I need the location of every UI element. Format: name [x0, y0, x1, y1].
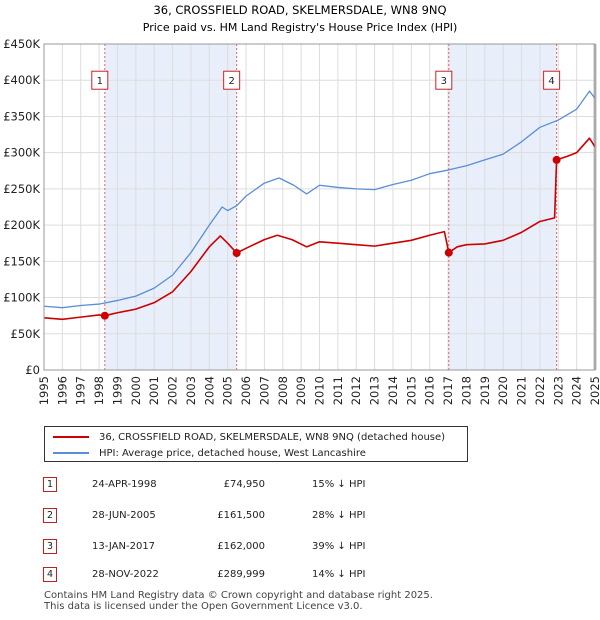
x-tick-label: 2008	[276, 376, 290, 405]
transaction-price: £74,950	[223, 479, 265, 490]
x-tick-label: 2002	[166, 376, 180, 405]
transaction-price: £161,500	[217, 510, 265, 521]
chart-subtitle: Price paid vs. HM Land Registry's House …	[143, 21, 458, 34]
x-tick-label: 2022	[533, 376, 547, 405]
x-tick-label: 2016	[423, 376, 437, 405]
transaction-label: 3	[441, 76, 447, 87]
x-tick-label: 2014	[386, 376, 400, 405]
y-tick-label: £350K	[3, 109, 40, 123]
x-tick-label: 1995	[37, 376, 51, 405]
y-tick-label: £100K	[3, 291, 40, 305]
transaction-price: £289,999	[217, 569, 265, 580]
x-tick-label: 2018	[459, 376, 473, 405]
transaction-number: 2	[43, 508, 57, 523]
legend-item-property: 36, CROSSFIELD ROAD, SKELMERSDALE, WN8 9…	[45, 429, 445, 445]
transaction-label-box	[223, 70, 241, 90]
x-tick-label: 2012	[349, 376, 363, 405]
y-tick-label: £250K	[3, 182, 40, 196]
y-tick-label: £0	[25, 363, 40, 377]
transaction-row: 2 28-JUN-2005 £161,500 28% ↓ HPI	[0, 507, 600, 527]
transaction-hpi: 14% ↓ HPI	[312, 569, 366, 580]
transaction-hpi: 15% ↓ HPI	[312, 479, 366, 490]
x-tick-label: 2023	[551, 376, 565, 405]
sale-point	[100, 311, 109, 320]
x-tick-label: 2025	[588, 376, 600, 405]
x-tick-label: 2007	[257, 376, 271, 405]
x-tick-label: 2000	[129, 376, 143, 405]
x-tick-label: 2020	[496, 376, 510, 405]
x-tick-label: 2005	[221, 376, 235, 405]
sale-point	[444, 248, 453, 257]
legend-label-hpi: HPI: Average price, detached house, West…	[99, 447, 366, 459]
x-tick-label: 2006	[239, 376, 253, 405]
transaction-date: 28-JUN-2005	[92, 510, 156, 521]
ownership-shade	[104, 44, 237, 370]
y-tick-label: £400K	[3, 73, 40, 87]
transaction-label-box	[543, 70, 561, 90]
x-tick-label: 1996	[55, 376, 69, 405]
transaction-row: 1 24-APR-1998 £74,950 15% ↓ HPI	[0, 476, 600, 496]
sale-point	[232, 249, 241, 258]
transaction-label-box	[435, 70, 453, 90]
x-tick-label: 2017	[441, 376, 455, 405]
transaction-date: 28-NOV-2022	[92, 569, 159, 580]
chart-title: 36, CROSSFIELD ROAD, SKELMERSDALE, WN8 9…	[153, 3, 446, 17]
legend-label-property: 36, CROSSFIELD ROAD, SKELMERSDALE, WN8 9…	[99, 431, 446, 443]
transaction-price: £162,000	[217, 541, 265, 552]
transaction-number: 1	[43, 477, 57, 492]
footer-license: This data is licensed under the Open Gov…	[44, 601, 363, 612]
y-tick-label: £300K	[3, 146, 40, 160]
x-tick-label: 2003	[184, 376, 198, 405]
y-tick-label: £200K	[3, 218, 40, 232]
transaction-row: 3 13-JAN-2017 £162,000 39% ↓ HPI	[0, 538, 600, 558]
x-tick-label: 2009	[294, 376, 308, 405]
transaction-hpi: 39% ↓ HPI	[312, 541, 366, 552]
transaction-number: 4	[43, 567, 57, 582]
y-tick-label: £50K	[11, 327, 41, 341]
legend-item-hpi: HPI: Average price, detached house, West…	[45, 445, 366, 461]
x-tick-label: 1999	[110, 376, 124, 405]
transaction-label: 4	[548, 76, 554, 87]
transaction-date: 13-JAN-2017	[92, 541, 156, 552]
x-tick-label: 1997	[74, 376, 88, 405]
y-tick-label: £450K	[3, 37, 40, 51]
plot-frame	[43, 43, 596, 371]
footer: Contains HM Land Registry data © Crown c…	[44, 590, 433, 612]
transaction-label: 1	[97, 76, 103, 87]
transaction-date: 24-APR-1998	[92, 479, 157, 490]
footer-copyright: Contains HM Land Registry data © Crown c…	[44, 590, 433, 601]
x-tick-label: 2011	[331, 376, 345, 405]
chart: 36, CROSSFIELD ROAD, SKELMERSDALE, WN8 9…	[3, 3, 600, 405]
x-tick-label: 2024	[570, 376, 584, 405]
x-tick-label: 2021	[515, 376, 529, 405]
x-tick-label: 2013	[368, 376, 382, 405]
legend-swatch-property	[53, 436, 89, 438]
legend: 36, CROSSFIELD ROAD, SKELMERSDALE, WN8 9…	[44, 426, 468, 462]
price-paid-line	[43, 137, 596, 321]
y-tick-label: £150K	[3, 254, 40, 268]
sale-point	[552, 155, 561, 164]
x-tick-label: 2010	[313, 376, 327, 405]
x-tick-label: 2001	[147, 376, 161, 405]
x-tick-label: 2019	[478, 376, 492, 405]
x-tick-label: 2015	[404, 376, 418, 405]
transaction-hpi: 28% ↓ HPI	[312, 510, 366, 521]
transaction-row: 4 28-NOV-2022 £289,999 14% ↓ HPI	[0, 566, 600, 586]
hpi-line	[43, 90, 596, 309]
transaction-number: 3	[43, 539, 57, 554]
transaction-label-box	[91, 70, 109, 90]
transaction-label: 2	[228, 76, 234, 87]
legend-swatch-hpi	[53, 452, 89, 454]
x-tick-label: 2004	[202, 376, 216, 405]
x-tick-label: 1998	[92, 376, 106, 405]
